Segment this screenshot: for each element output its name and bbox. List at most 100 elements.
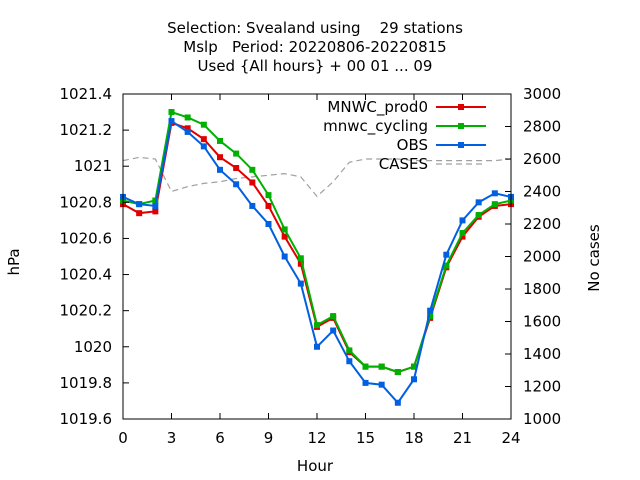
data-point-obs-21 bbox=[459, 217, 466, 224]
x-axis-label: Hour bbox=[297, 457, 334, 475]
y2-tick-label-4: 1800 bbox=[523, 280, 561, 298]
data-point-mnwc-cycling-7 bbox=[233, 150, 240, 157]
y2-tick-label-5: 2000 bbox=[523, 248, 561, 266]
data-point-mnwc-cycling-15 bbox=[362, 363, 369, 370]
y-tick-label-2: 1020 bbox=[74, 338, 112, 356]
data-point-obs-1 bbox=[136, 201, 143, 208]
y2-tick-label-0: 1000 bbox=[523, 410, 561, 428]
data-point-mnwc-cycling-8 bbox=[249, 166, 256, 173]
data-point-mnwc-prod0-9 bbox=[265, 202, 272, 209]
data-point-obs-3 bbox=[168, 118, 175, 125]
data-point-mnwc-prod0-6 bbox=[217, 154, 223, 161]
y-tick-label-0: 1019.6 bbox=[60, 410, 113, 428]
legend-marker-mnwc-cycling bbox=[458, 123, 464, 129]
data-point-obs-20 bbox=[443, 251, 450, 258]
y2-tick-label-3: 1600 bbox=[523, 313, 561, 331]
data-point-obs-10 bbox=[281, 253, 288, 260]
y2-tick-label-9: 2800 bbox=[523, 118, 561, 136]
legend-label-mnwc-cycling: mnwc_cycling bbox=[323, 117, 428, 136]
y2-tick-label-6: 2200 bbox=[523, 215, 561, 233]
series-obs bbox=[120, 118, 514, 406]
chart-title-line-1: Selection: Svealand using 29 stations bbox=[167, 19, 463, 37]
x-tick-label-6: 18 bbox=[404, 429, 423, 447]
x-tick-label-5: 15 bbox=[356, 429, 375, 447]
chart-title-line-2: Mslp Period: 20220806-20220815 bbox=[183, 38, 446, 56]
data-point-mnwc-prod0-11 bbox=[297, 260, 304, 267]
data-point-obs-5 bbox=[200, 143, 207, 150]
data-point-mnwc-cycling-10 bbox=[281, 226, 288, 233]
data-point-mnwc-prod0-8 bbox=[249, 179, 256, 186]
series-line-cases bbox=[122, 156, 512, 198]
chart-title-line-3: Used {All hours} + 00 01 ... 09 bbox=[198, 57, 433, 75]
data-point-mnwc-cycling-3 bbox=[168, 109, 175, 116]
data-point-obs-9 bbox=[265, 221, 272, 227]
y-tick-label-1: 1019.8 bbox=[60, 374, 113, 392]
data-point-mnwc-cycling-19 bbox=[427, 313, 434, 320]
data-point-obs-6 bbox=[217, 166, 223, 173]
y2-axis-label: No cases bbox=[585, 224, 603, 292]
data-point-obs-22 bbox=[475, 199, 482, 206]
x-tick-label-1: 3 bbox=[167, 429, 177, 447]
y-tick-label-5: 1020.6 bbox=[60, 229, 113, 247]
x-tick-label-0: 0 bbox=[118, 429, 128, 447]
legend-samples bbox=[436, 104, 486, 165]
data-point-mnwc-cycling-14 bbox=[346, 347, 353, 354]
y2-tick-label-8: 2600 bbox=[523, 150, 561, 168]
legend-label-obs: OBS bbox=[397, 136, 428, 154]
data-point-obs-17 bbox=[394, 399, 401, 406]
legend: MNWC_prod0 mnwc_cycling OBS CASES bbox=[323, 98, 486, 173]
data-point-mnwc-cycling-12 bbox=[314, 322, 320, 329]
data-point-mnwc-cycling-5 bbox=[200, 121, 207, 128]
data-point-obs-14 bbox=[346, 358, 353, 365]
y2-tick-label-7: 2400 bbox=[523, 183, 561, 201]
y2-tick-label-2: 1400 bbox=[523, 345, 561, 363]
data-point-obs-13 bbox=[330, 327, 337, 334]
legend-label-mnwc-prod0: MNWC_prod0 bbox=[327, 98, 428, 117]
data-point-mnwc-cycling-18 bbox=[411, 363, 417, 370]
y-tick-label-9: 1021.4 bbox=[60, 85, 113, 103]
y-tick-label-8: 1021.2 bbox=[60, 121, 113, 139]
x-tick-label-4: 12 bbox=[307, 429, 326, 447]
y-tick-label-3: 1020.2 bbox=[60, 302, 113, 320]
series-mnwc-cycling bbox=[120, 109, 514, 376]
y-tick-label-7: 1021 bbox=[74, 157, 112, 175]
x-tick-label-7: 21 bbox=[453, 429, 472, 447]
data-point-obs-7 bbox=[233, 181, 240, 188]
data-point-mnwc-cycling-21 bbox=[459, 230, 466, 237]
legend-label-cases: CASES bbox=[379, 155, 428, 173]
data-point-obs-11 bbox=[297, 280, 304, 287]
data-point-mnwc-cycling-22 bbox=[475, 211, 482, 218]
data-point-mnwc-cycling-9 bbox=[265, 192, 272, 199]
data-point-obs-16 bbox=[378, 381, 385, 388]
data-point-mnwc-prod0-2 bbox=[152, 208, 159, 215]
data-point-obs-23 bbox=[491, 190, 498, 197]
x-tick-label-2: 6 bbox=[215, 429, 225, 447]
y2-tick-label-10: 3000 bbox=[523, 85, 561, 103]
data-point-mnwc-cycling-23 bbox=[491, 201, 498, 208]
data-point-obs-2 bbox=[152, 202, 159, 209]
data-point-mnwc-prod0-1 bbox=[136, 210, 143, 217]
data-point-obs-4 bbox=[184, 128, 191, 135]
y-axis-label: hPa bbox=[5, 248, 23, 275]
ticks-layer: 0 3 6 9 12 15 18 21 24 1019.6 1019.8 1020 1020.2 1020… bbox=[60, 85, 562, 447]
data-point-mnwc-prod0-7 bbox=[233, 165, 240, 172]
data-point-obs-15 bbox=[362, 379, 369, 386]
data-point-mnwc-cycling-13 bbox=[330, 313, 337, 320]
data-point-obs-8 bbox=[249, 202, 256, 209]
y2-tick-label-1: 1200 bbox=[523, 378, 561, 396]
data-point-mnwc-cycling-17 bbox=[394, 369, 401, 376]
data-point-mnwc-cycling-6 bbox=[217, 137, 223, 144]
data-point-mnwc-cycling-2 bbox=[152, 197, 159, 204]
x-tick-label-3: 9 bbox=[264, 429, 274, 447]
data-point-obs-12 bbox=[314, 343, 320, 350]
data-point-mnwc-prod0-10 bbox=[281, 233, 288, 240]
data-point-mnwc-prod0-4 bbox=[184, 125, 191, 132]
y-tick-label-4: 1020.4 bbox=[60, 266, 113, 284]
y-tick-label-6: 1020.8 bbox=[60, 193, 113, 211]
data-point-mnwc-cycling-16 bbox=[378, 363, 385, 370]
legend-marker-mnwc-prod0 bbox=[458, 104, 464, 110]
data-point-mnwc-prod0-21 bbox=[459, 233, 466, 240]
legend-marker-obs bbox=[458, 142, 464, 148]
